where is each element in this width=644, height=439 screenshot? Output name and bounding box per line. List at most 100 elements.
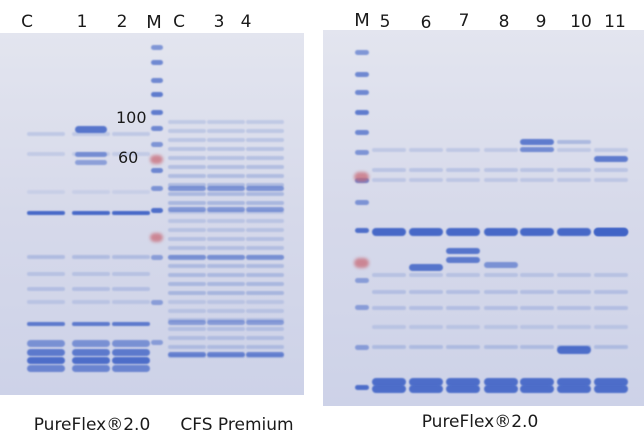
right-gel-background (323, 30, 644, 406)
gel-band (409, 168, 443, 172)
gel-band (520, 178, 554, 182)
gel-band (112, 287, 150, 291)
gel-band (207, 165, 245, 169)
gel-band (246, 147, 284, 151)
gel-band (72, 322, 110, 326)
gel-band (168, 246, 206, 250)
gel-band (520, 147, 554, 152)
gel-band (207, 255, 245, 260)
lane-label-5: 5 (380, 12, 391, 32)
gel-band (372, 385, 406, 393)
gel-band (27, 300, 65, 304)
gel-band (594, 178, 628, 182)
gel-band (168, 228, 206, 232)
gel-band (484, 385, 518, 393)
lane-label-marker-right: M (354, 10, 370, 31)
gel-band (520, 168, 554, 172)
gel-band (246, 237, 284, 241)
lane-label-6: 6 (421, 13, 432, 33)
gel-band (72, 211, 110, 215)
gel-band (112, 190, 150, 194)
gel-band (207, 237, 245, 241)
gel-band (484, 168, 518, 172)
gel-band (246, 201, 284, 205)
gel-band (27, 152, 65, 156)
gel-band (168, 273, 206, 277)
lane-label-c-premium: C (173, 12, 185, 32)
gel-band (168, 345, 206, 349)
gel-band (207, 219, 245, 223)
gel-band (72, 190, 110, 194)
gel-band (446, 168, 480, 172)
lane-label-marker: M (146, 12, 162, 33)
gel-band (27, 272, 65, 276)
gel-band (246, 291, 284, 295)
gel-band (557, 140, 591, 144)
lane-label-2: 2 (117, 12, 128, 32)
gel-band (151, 208, 163, 213)
gel-band (168, 336, 206, 340)
gel-band (355, 278, 369, 283)
gel-band (168, 291, 206, 295)
gel-band (150, 155, 163, 164)
gel-band (207, 138, 245, 142)
gel-band (557, 290, 591, 294)
gel-band (207, 309, 245, 313)
gel-band (594, 385, 628, 393)
gel-band (207, 345, 245, 349)
gel-band (520, 139, 554, 145)
gel-band (520, 290, 554, 294)
gel-band (207, 228, 245, 232)
gel-band (246, 165, 284, 169)
left-gel (0, 33, 304, 395)
gel-band (168, 264, 206, 268)
gel-band (112, 365, 150, 372)
gel-band (355, 200, 369, 205)
gel-band (484, 228, 518, 236)
gel-band (355, 50, 369, 55)
gel-band (150, 233, 163, 242)
gel-band (246, 255, 284, 260)
gel-band (72, 340, 110, 347)
gel-band (484, 290, 518, 294)
caption-cfs-premium: CFS Premium (180, 415, 293, 435)
gel-band (246, 246, 284, 250)
gel-band (75, 160, 107, 165)
gel-band (246, 186, 284, 191)
gel-band (72, 255, 110, 259)
gel-band (168, 255, 206, 260)
gel-band (207, 327, 245, 331)
gel-band (246, 219, 284, 223)
gel-band (520, 378, 554, 386)
gel-band (557, 378, 591, 386)
gel-band (594, 325, 628, 329)
gel-band (594, 148, 628, 152)
gel-band (27, 132, 65, 136)
gel-band (27, 357, 65, 364)
gel-band (594, 378, 628, 386)
gel-band (27, 365, 65, 372)
gel-band (168, 165, 206, 169)
gel-band (372, 306, 406, 310)
gel-band (207, 291, 245, 295)
gel-band (246, 129, 284, 133)
lane-label-8: 8 (499, 12, 510, 32)
gel-band (112, 340, 150, 347)
gel-band (112, 272, 150, 276)
marker-label-100: 100 (116, 108, 147, 127)
caption-pureflex-right: PureFlex®2.0 (422, 412, 539, 432)
gel-band (112, 132, 150, 136)
gel-band (594, 290, 628, 294)
gel-band (409, 228, 443, 236)
lane-label-10: 10 (570, 12, 592, 32)
gel-band (372, 228, 406, 236)
gel-band (446, 178, 480, 182)
gel-band (246, 352, 284, 357)
gel-band (207, 336, 245, 340)
gel-band (594, 168, 628, 172)
gel-band (207, 320, 245, 325)
gel-band (27, 190, 65, 194)
gel-band (168, 192, 206, 196)
gel-band (355, 345, 369, 350)
gel-band (355, 385, 369, 390)
